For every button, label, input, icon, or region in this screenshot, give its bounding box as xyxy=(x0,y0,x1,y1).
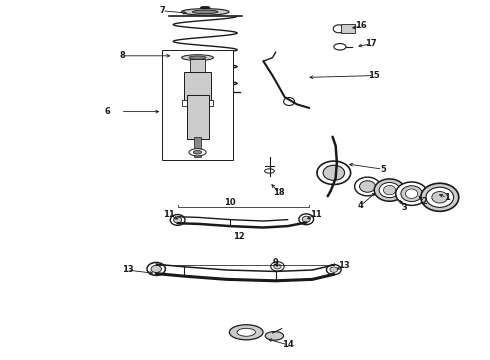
Text: 18: 18 xyxy=(273,188,285,197)
Ellipse shape xyxy=(317,161,351,184)
Bar xyxy=(184,72,211,101)
Text: 11: 11 xyxy=(163,210,174,219)
Text: 5: 5 xyxy=(380,165,386,174)
Ellipse shape xyxy=(284,98,294,105)
Ellipse shape xyxy=(189,56,206,59)
Ellipse shape xyxy=(384,185,396,195)
Ellipse shape xyxy=(330,267,338,272)
Bar xyxy=(187,95,209,139)
Text: 1: 1 xyxy=(444,193,450,202)
Ellipse shape xyxy=(379,183,400,198)
Text: 2: 2 xyxy=(421,197,427,206)
Ellipse shape xyxy=(189,149,206,156)
Ellipse shape xyxy=(302,216,310,222)
Text: 14: 14 xyxy=(282,341,294,349)
Ellipse shape xyxy=(396,182,427,205)
Ellipse shape xyxy=(181,9,229,15)
Text: 9: 9 xyxy=(273,258,278,266)
Text: 12: 12 xyxy=(233,233,245,242)
Text: 10: 10 xyxy=(224,198,236,207)
Ellipse shape xyxy=(274,264,281,269)
Ellipse shape xyxy=(200,6,210,9)
Bar xyxy=(194,137,201,157)
Ellipse shape xyxy=(299,214,314,225)
Text: 6: 6 xyxy=(104,107,110,116)
Ellipse shape xyxy=(182,55,214,60)
Ellipse shape xyxy=(147,262,166,275)
Bar xyxy=(190,59,205,74)
Ellipse shape xyxy=(421,183,459,211)
Text: 4: 4 xyxy=(357,202,363,210)
Ellipse shape xyxy=(432,192,448,203)
Ellipse shape xyxy=(326,265,341,275)
Ellipse shape xyxy=(406,189,418,198)
Ellipse shape xyxy=(171,215,185,225)
Text: 3: 3 xyxy=(401,203,407,212)
Ellipse shape xyxy=(355,177,380,196)
Ellipse shape xyxy=(193,150,202,154)
Bar xyxy=(162,50,233,160)
Text: 7: 7 xyxy=(159,6,165,15)
Text: 11: 11 xyxy=(310,210,321,219)
Ellipse shape xyxy=(151,265,161,273)
Ellipse shape xyxy=(426,187,454,207)
Text: 13: 13 xyxy=(122,266,133,274)
Ellipse shape xyxy=(173,217,182,223)
Ellipse shape xyxy=(323,165,344,180)
Ellipse shape xyxy=(265,332,284,340)
Text: 16: 16 xyxy=(356,21,367,30)
Ellipse shape xyxy=(374,179,405,201)
Ellipse shape xyxy=(229,325,263,340)
Ellipse shape xyxy=(237,328,255,336)
Ellipse shape xyxy=(334,44,346,50)
Text: 15: 15 xyxy=(368,71,379,80)
Bar xyxy=(341,24,355,33)
Bar xyxy=(182,100,213,106)
Text: 8: 8 xyxy=(120,51,125,60)
Ellipse shape xyxy=(360,181,375,192)
Ellipse shape xyxy=(265,169,274,173)
Ellipse shape xyxy=(270,262,284,271)
Text: 13: 13 xyxy=(339,261,350,270)
Ellipse shape xyxy=(401,186,422,202)
Ellipse shape xyxy=(333,25,344,33)
Ellipse shape xyxy=(193,10,218,14)
Text: 17: 17 xyxy=(365,40,376,49)
